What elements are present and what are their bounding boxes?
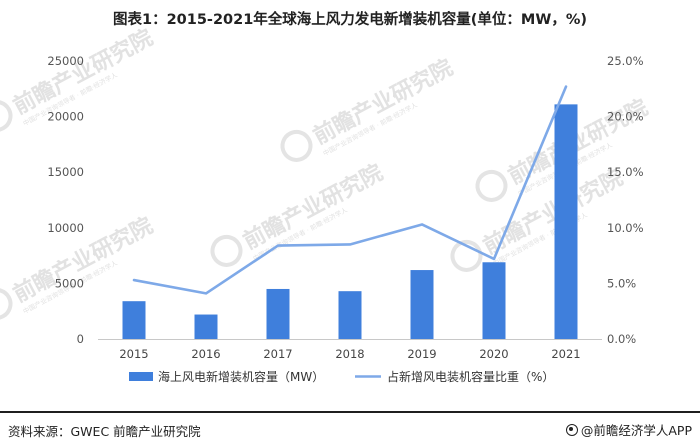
left-tick-label: 5000 xyxy=(55,276,84,290)
bar xyxy=(410,270,434,339)
x-tick-label: 2017 xyxy=(263,347,292,361)
x-tick-label: 2019 xyxy=(407,347,436,361)
qianzhan-logo-icon xyxy=(450,239,483,272)
left-tick-label: 10000 xyxy=(47,221,84,235)
left-tick-label: 20000 xyxy=(47,110,84,124)
qianzhan-logo-icon xyxy=(280,129,313,162)
right-tick-label: 10.0% xyxy=(607,221,644,235)
right-tick-label: 15.0% xyxy=(607,165,644,179)
series-line xyxy=(132,85,568,295)
footer: 资料来源：GWEC 前瞻产业研究院 @前瞻经济学人APP xyxy=(0,411,700,448)
bar xyxy=(122,301,146,339)
left-axis: 0 5000 10000 15000 20000 25000 xyxy=(47,54,84,346)
legend-label-line: 占新增风电装机容量比重（%） xyxy=(387,369,554,384)
right-tick-label: 5.0% xyxy=(607,276,636,290)
bar xyxy=(482,262,506,339)
left-tick-label: 25000 xyxy=(47,54,84,68)
x-tick-label: 2021 xyxy=(551,347,580,361)
bar xyxy=(266,288,290,339)
bar-series xyxy=(122,104,578,339)
x-tick-label: 2015 xyxy=(119,347,148,361)
legend-label-bar: 海上风电新增装机容量（MW） xyxy=(158,369,324,384)
watermark-text: 前瞻产业研究院 xyxy=(309,55,457,150)
qianzhan-logo-icon xyxy=(210,234,243,267)
x-tick-label: 2016 xyxy=(191,347,220,361)
qianzhan-logo-icon xyxy=(475,169,508,202)
watermark-text: 前瞻产业研究院 xyxy=(9,25,157,120)
legend: 海上风电新增装机容量（MW） 占新增风电装机容量比重（%） xyxy=(129,369,554,384)
brand-text: @前瞻经济学人APP xyxy=(580,423,692,438)
bar xyxy=(338,291,362,339)
qianzhan-logo-icon xyxy=(565,423,578,436)
brand-credit: @前瞻经济学人APP xyxy=(565,420,692,439)
qianzhan-logo-icon xyxy=(0,287,13,320)
right-tick-label: 0.0% xyxy=(607,332,636,346)
left-tick-label: 15000 xyxy=(47,165,84,179)
right-tick-label: 25.0% xyxy=(607,54,644,68)
right-tick-label: 20.0% xyxy=(607,110,644,124)
left-tick-label: 0 xyxy=(77,332,84,346)
chart-title: 图表1：2015-2021年全球海上风力发电新增装机容量(单位：MW，%) xyxy=(112,12,588,28)
x-tick-label: 2020 xyxy=(479,347,508,361)
x-axis: 2015 2016 2017 2018 2019 2020 2021 xyxy=(119,347,580,361)
source-note: 资料来源：GWEC 前瞻产业研究院 xyxy=(8,424,201,439)
bar xyxy=(194,314,218,339)
qianzhan-logo-icon xyxy=(0,99,13,132)
right-axis: 0.0% 5.0% 10.0% 15.0% 20.0% 25.0% xyxy=(607,54,644,346)
line-series xyxy=(132,85,568,295)
legend-swatch-bar xyxy=(129,372,153,381)
bar xyxy=(554,104,578,339)
x-tick-label: 2018 xyxy=(335,347,364,361)
